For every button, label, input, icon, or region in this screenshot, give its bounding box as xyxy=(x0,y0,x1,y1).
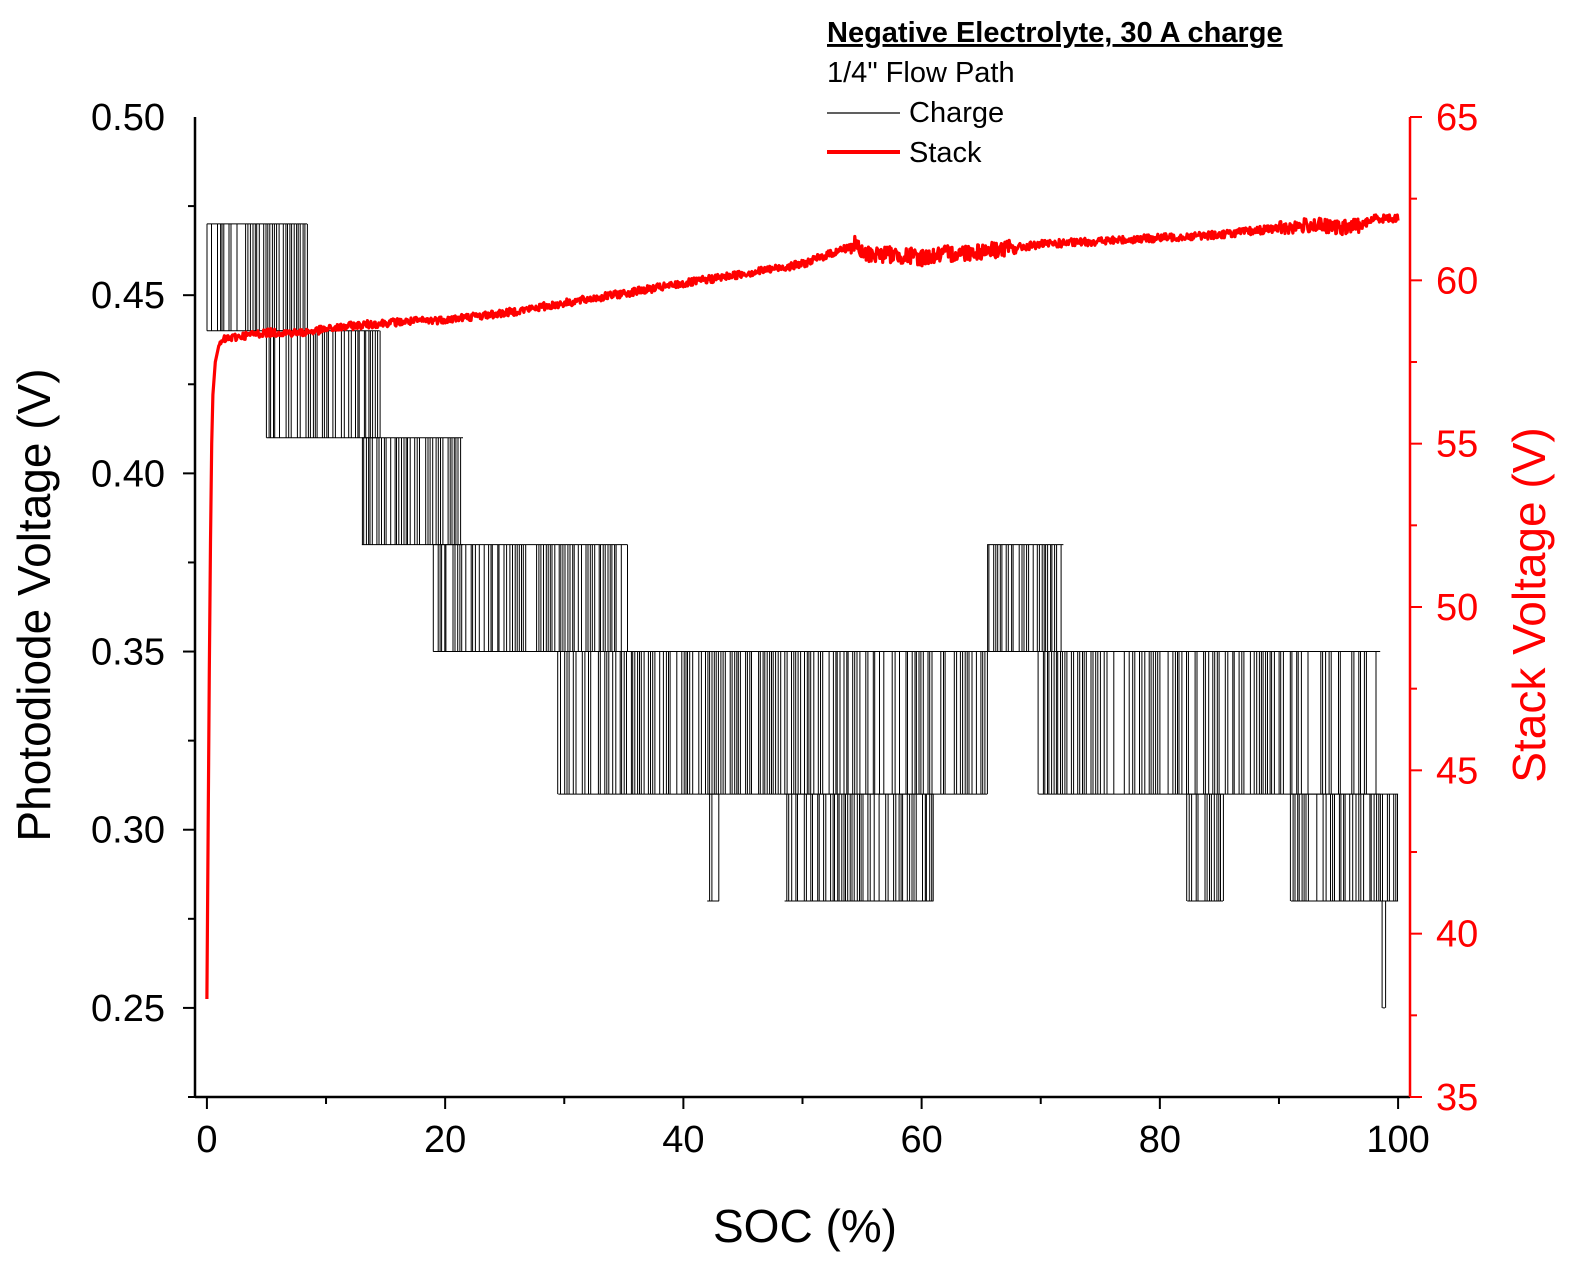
legend: Negative Electrolyte, 30 A charge 1/4" F… xyxy=(827,17,1283,169)
legend-subtitle: 1/4" Flow Path xyxy=(827,57,1015,89)
y-left-tick-label: 0.40 xyxy=(91,453,165,495)
charge-segment xyxy=(1289,793,1399,902)
y-left-tick-label: 0.30 xyxy=(91,810,165,852)
x-tick-label: 60 xyxy=(900,1119,942,1161)
charge-segment xyxy=(432,544,628,652)
y-right-tick-label: 35 xyxy=(1436,1077,1478,1119)
legend-label-charge: Charge xyxy=(909,97,1004,129)
charge-segment xyxy=(1381,900,1387,1009)
legend-title: Negative Electrolyte, 30 A charge xyxy=(827,17,1283,49)
x-axis-title: SOC (%) xyxy=(713,1200,897,1252)
charge-segment xyxy=(557,651,988,795)
x-tick-label: 40 xyxy=(662,1119,704,1161)
charge-segment xyxy=(987,544,1064,652)
y-right-tick-label: 50 xyxy=(1436,587,1478,629)
y-left-tick-label: 0.50 xyxy=(91,97,165,139)
y-axis-right-title: Stack Voltage (V) xyxy=(1503,427,1555,782)
charge-segment xyxy=(784,793,934,902)
charge-segment xyxy=(265,330,381,439)
x-tick-label: 20 xyxy=(424,1119,466,1161)
stack-line xyxy=(205,213,1400,1000)
y-axis-left-title: Photodiode Voltage (V) xyxy=(8,368,60,841)
y-left-tick-label: 0.45 xyxy=(91,275,165,317)
x-tick-label: 80 xyxy=(1139,1119,1181,1161)
x-tick-label: 100 xyxy=(1366,1119,1429,1161)
charge-series xyxy=(206,223,1399,1009)
charge-segment xyxy=(206,223,297,332)
y-left-tick-label: 0.25 xyxy=(91,988,165,1030)
y-right-tick-label: 65 xyxy=(1436,97,1478,139)
y-right-tick-label: 40 xyxy=(1436,914,1478,956)
charge-segment xyxy=(707,793,720,902)
legend-label-stack: Stack xyxy=(909,137,982,169)
y-right-tick-label: 55 xyxy=(1436,424,1478,466)
charge-segment xyxy=(1186,793,1224,902)
charge-segment xyxy=(361,437,463,546)
x-tick-label: 0 xyxy=(196,1119,217,1161)
axes: 0 20 40 60 80 100 0.25 0.30 0.35 0.40 0.45 0.50 35 40… xyxy=(91,97,1478,1161)
y-right-tick-label: 60 xyxy=(1436,260,1478,302)
stack-series xyxy=(205,213,1400,1000)
charge-segment xyxy=(1037,651,1381,795)
y-left-tick-label: 0.35 xyxy=(91,632,165,674)
charge-segment xyxy=(296,223,308,332)
y-right-tick-label: 45 xyxy=(1436,750,1478,792)
